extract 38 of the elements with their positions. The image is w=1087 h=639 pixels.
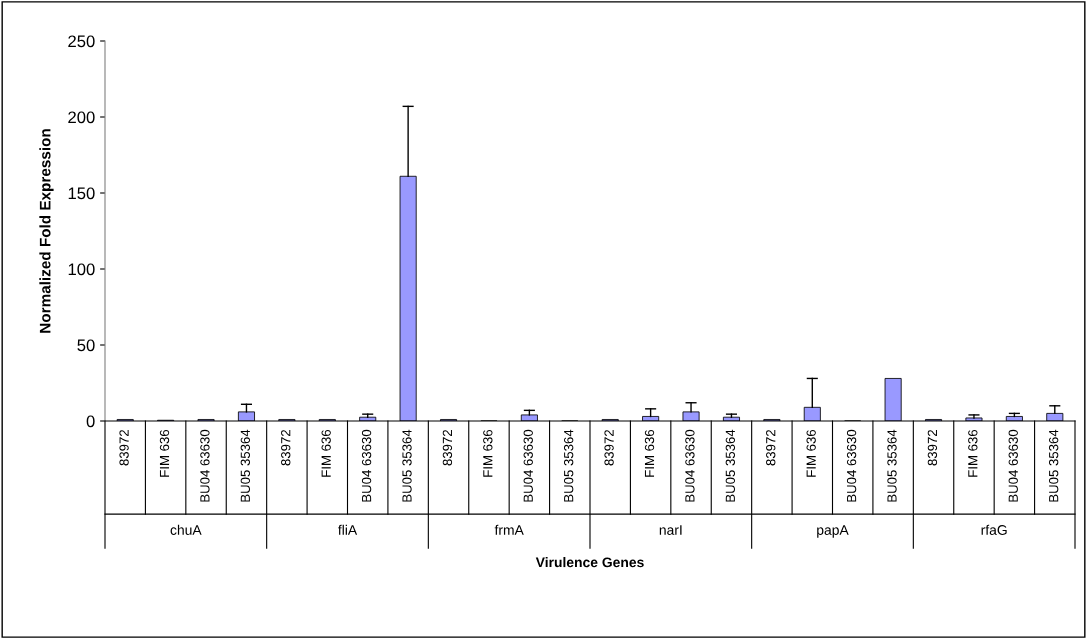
x-tick-label: BU05 35364 <box>402 429 412 502</box>
x-tick-label: BU04 63630 <box>1008 429 1018 502</box>
x-axis-title: Virulence Genes <box>535 557 644 568</box>
x-tick-label: BU04 63630 <box>523 429 533 502</box>
x-tick-label: BU05 35364 <box>887 429 897 502</box>
x-tick-label: 83972 <box>927 429 938 466</box>
text: frmA <box>494 524 524 535</box>
x-tick-label: BU04 63630 <box>200 429 210 502</box>
x-tick-label: FIM 636 <box>159 429 170 477</box>
x-tick-label: FIM 636 <box>806 429 816 477</box>
y-tick-label: 0 <box>86 415 95 428</box>
y-tick-label: 200 <box>68 111 95 124</box>
y-tick-label: 50 <box>77 339 95 352</box>
x-tick-label: 83972 <box>442 429 453 466</box>
x-tick-label: BU04 63630 <box>685 429 695 502</box>
text: chuA <box>170 524 202 535</box>
text: narI <box>659 525 682 535</box>
x-tick-label: BU04 63630 <box>846 429 857 502</box>
x-tick-label: BU05 35364 <box>1048 429 1059 502</box>
x-tick-label: 83972 <box>119 429 129 466</box>
x-tick-label: BU05 35364 <box>563 429 574 502</box>
text: papA <box>817 525 849 538</box>
x-tick-label: FIM 636 <box>644 429 655 477</box>
x-tick-label: 83972 <box>604 429 614 466</box>
y-tick-label: 250 <box>68 35 95 48</box>
x-tick-label: FIM 636 <box>483 429 493 477</box>
text: rfaG <box>981 524 1007 535</box>
y-axis-title: Normalized Fold Expression <box>39 129 54 333</box>
x-tick-label: BU05 35364 <box>240 429 250 502</box>
text: fliA <box>338 524 358 535</box>
x-tick-label: FIM 636 <box>968 429 978 477</box>
x-tick-label: BU05 35364 <box>725 429 735 502</box>
y-tick-label: 100 <box>68 263 95 276</box>
y-tick-label: 150 <box>68 187 95 200</box>
x-tick-label: 83972 <box>281 429 291 466</box>
x-tick-label: BU04 63630 <box>361 429 372 502</box>
x-tick-label: FIM 636 <box>321 429 331 477</box>
x-tick-label: 83972 <box>766 429 776 466</box>
